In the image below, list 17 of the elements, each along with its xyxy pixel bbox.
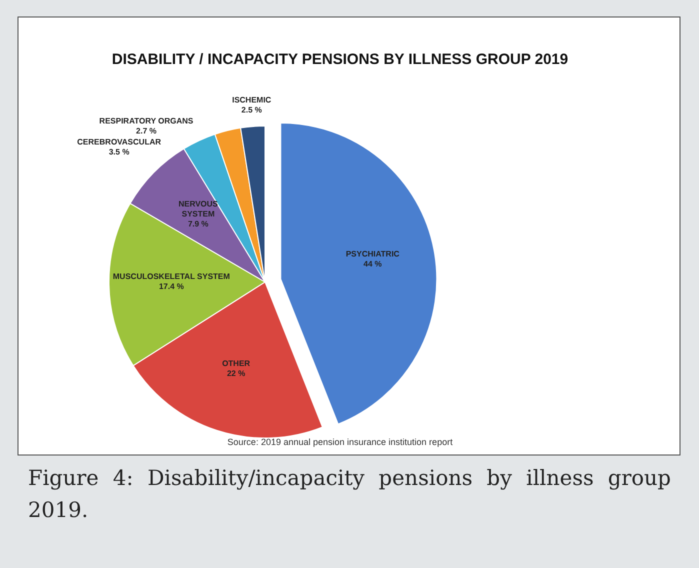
slice-label: PSYCHIATRIC — [346, 249, 400, 258]
data-label: 22 % — [226, 369, 246, 378]
slice-label: RESPIRATORY ORGANS — [99, 116, 194, 126]
caption: Figure 4: Disability/incapacity pensions by illness group 2019. — [28, 465, 671, 524]
data-label: 2.7 % — [136, 126, 157, 136]
data-label: 3.5 % — [108, 148, 130, 157]
slice-label: NERVOUS SYSTEM — [178, 199, 219, 218]
data-label: 7.9 % — [188, 219, 208, 228]
chart-title: DISABILITY / INCAPACITY PENSIONS BY ILLNESS GROUP 2019 — [112, 51, 568, 68]
slice-label: MUSCULOSKELETAL SYSTEM — [112, 272, 230, 281]
slice-label: ISCHEMIC — [232, 96, 272, 105]
slice-label: CEREBROVASCULAR — [77, 138, 162, 147]
data-label: 17.4 % — [158, 282, 184, 291]
source-note: Source: 2019 annual pension insurance institution report — [227, 437, 454, 447]
slice-label: OTHER — [222, 359, 250, 368]
data-label: 44 % — [364, 259, 382, 268]
data-label: 2.5 % — [241, 106, 262, 115]
